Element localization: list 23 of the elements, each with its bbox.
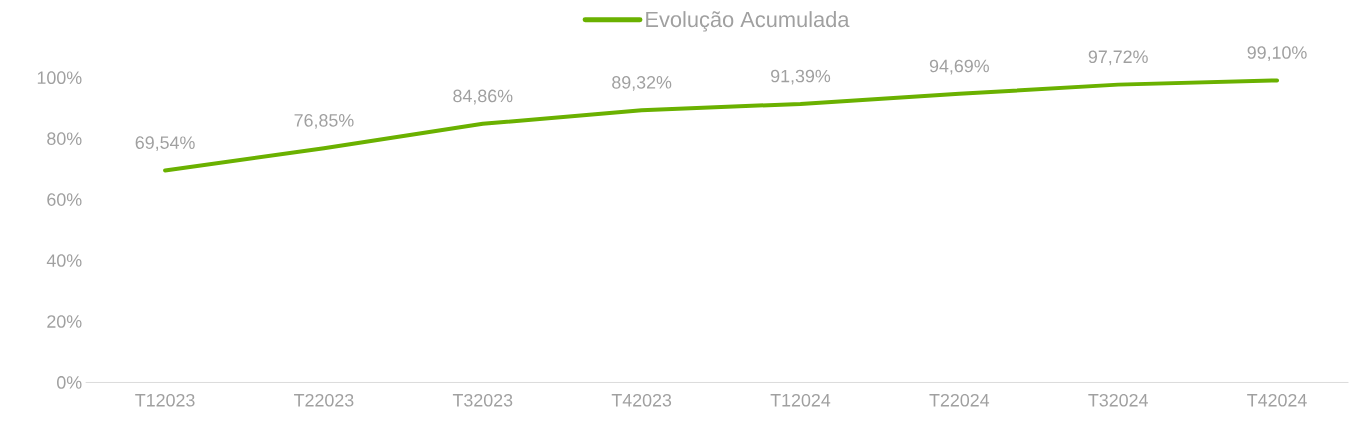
x-tick-label: T22024 [929, 393, 990, 407]
text: 99,10% [1247, 46, 1307, 61]
y-tick-label: 20% [47, 315, 82, 328]
x-tick-label: T32023 [452, 393, 513, 407]
text: 97,72% [1088, 50, 1148, 66]
x-tick-label: T12023 [135, 393, 195, 407]
text: 76,85% [294, 113, 354, 129]
text: 69,54% [135, 136, 195, 151]
y-tick-label: 60% [47, 193, 82, 206]
y-tick-label: 100% [37, 71, 82, 84]
y-tick-label: 0% [57, 375, 82, 389]
text: 84,86% [453, 89, 513, 105]
legend-label: Evolução Acumulada [646, 10, 850, 32]
x-tick-label: T22023 [294, 393, 354, 407]
x-tick-label: T42023 [611, 393, 672, 407]
text: 94,69% [929, 59, 989, 75]
x-tick-label: T42024 [1247, 393, 1307, 407]
text: 89,32% [612, 75, 672, 91]
x-tick-label: T32024 [1088, 393, 1148, 407]
x-tick-label: T12024 [770, 393, 831, 407]
text: 91,39% [771, 69, 831, 85]
y-tick-label: 80% [47, 132, 82, 145]
y-tick-label: 40% [46, 254, 82, 267]
